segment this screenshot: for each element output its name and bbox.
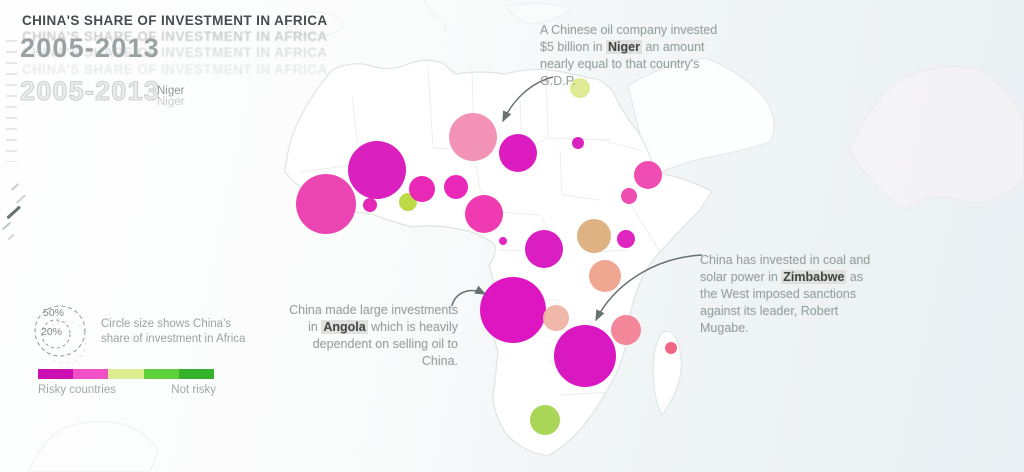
size-legend-circles xyxy=(34,305,87,364)
annotation-niger-country: Niger xyxy=(606,40,642,54)
bubble-unlabeled-9 xyxy=(589,260,621,292)
risk-scale-labels: Risky countries Not risky xyxy=(38,384,216,396)
chart-title-ghost-1: CHINA'S SHARE OF INVESTMENT IN AFRICA xyxy=(22,29,328,44)
iberia-outline xyxy=(285,11,345,36)
bubble-unlabeled-0 xyxy=(296,174,356,234)
angola-arrow xyxy=(451,285,487,307)
size-legend-outer-label: 50% xyxy=(43,307,65,319)
size-legend-inner-circle xyxy=(41,319,71,349)
not-risky-label: Not risky xyxy=(171,384,216,396)
chart-title-ghost-3: CHINA'S SHARE OF INVESTMENT IN AFRICA xyxy=(22,62,328,77)
risk-color-segment xyxy=(38,369,74,379)
south-america-outline xyxy=(27,421,159,472)
bubble-unlabeled-16 xyxy=(444,175,468,199)
annotation-niger: A Chinese oil company invested $5 billio… xyxy=(540,22,726,90)
print-artifact-ticks xyxy=(6,40,17,162)
bubble-niger xyxy=(449,113,497,161)
bubble-unlabeled-8 xyxy=(525,230,563,268)
bubble-angola xyxy=(480,277,546,343)
size-legend-inner-label: 20% xyxy=(41,326,63,338)
anatolia-outline xyxy=(504,2,573,25)
risk-color-bar xyxy=(38,369,215,379)
chart-period-ghost: 2005-2013 xyxy=(19,75,160,106)
risk-color-segment xyxy=(73,369,109,379)
bubble-unlabeled-20 xyxy=(572,137,584,149)
bubble-unlabeled-7 xyxy=(465,195,503,233)
bubble-unlabeled-15 xyxy=(409,176,435,202)
chart-title-ghost-2: CHINA'S SHARE OF INVESTMENT IN AFRICA xyxy=(22,45,328,60)
annotation-angola: China made large investments in Angola w… xyxy=(288,302,458,370)
ghost-niger-label-1: Niger xyxy=(157,85,185,97)
bubble-unlabeled-18 xyxy=(617,230,635,248)
bubble-unlabeled-22 xyxy=(665,342,677,354)
size-legend-outer-circle xyxy=(34,305,86,357)
bubble-unlabeled-13 xyxy=(634,161,662,189)
risk-color-segment xyxy=(178,369,215,379)
zimbabwe-arrow xyxy=(595,254,703,322)
bubble-unlabeled-10 xyxy=(577,219,611,253)
annotation-arrows xyxy=(451,76,703,322)
niger-arrow xyxy=(502,76,554,123)
bubble-unlabeled-17 xyxy=(621,188,637,204)
bubble-unlabeled-11 xyxy=(611,315,641,345)
annotation-zimbabwe-country: Zimbabwe xyxy=(781,270,847,284)
size-legend-ghost-circle xyxy=(43,320,87,364)
bubble-zimbabwe xyxy=(554,325,616,387)
risk-color-segment xyxy=(108,369,144,379)
annotation-angola-pre: China made large investments in xyxy=(289,303,458,334)
chart-period: 2005-2013 xyxy=(20,33,160,63)
investment-bubbles xyxy=(296,78,677,435)
bubble-unlabeled-19 xyxy=(363,198,377,212)
annotation-angola-post: which is heavily dependent on selling oi… xyxy=(312,320,458,368)
bubble-unlabeled-23 xyxy=(570,78,590,98)
annotation-angola-country: Angola xyxy=(321,320,368,334)
bubble-unlabeled-3 xyxy=(543,305,569,331)
size-legend-caption: Circle size shows China's share of inves… xyxy=(101,318,246,345)
annotation-zimbabwe-post: as the West imposed sanctions against it… xyxy=(700,270,864,335)
bubble-unlabeled-21 xyxy=(499,237,507,245)
bubble-unlabeled-6 xyxy=(499,134,537,172)
chart-title: CHINA'S SHARE OF INVESTMENT IN AFRICA xyxy=(22,13,328,28)
italy-outline xyxy=(423,0,446,33)
risk-color-segment xyxy=(143,369,179,379)
annotation-niger-pre: A Chinese oil company invested $5 billio… xyxy=(540,23,718,54)
bubble-unlabeled-12 xyxy=(530,405,560,435)
risky-label: Risky countries xyxy=(38,384,116,396)
bubble-unlabeled-1 xyxy=(348,141,406,199)
annotation-zimbabwe-pre: China has invested in coal and solar pow… xyxy=(700,253,871,284)
asia-outline xyxy=(849,66,1024,211)
annotation-niger-post: an amount nearly equal to that country's… xyxy=(540,40,705,88)
ghost-niger-label-2: Niger xyxy=(157,96,185,108)
annotation-zimbabwe: China has invested in coal and solar pow… xyxy=(700,252,874,337)
